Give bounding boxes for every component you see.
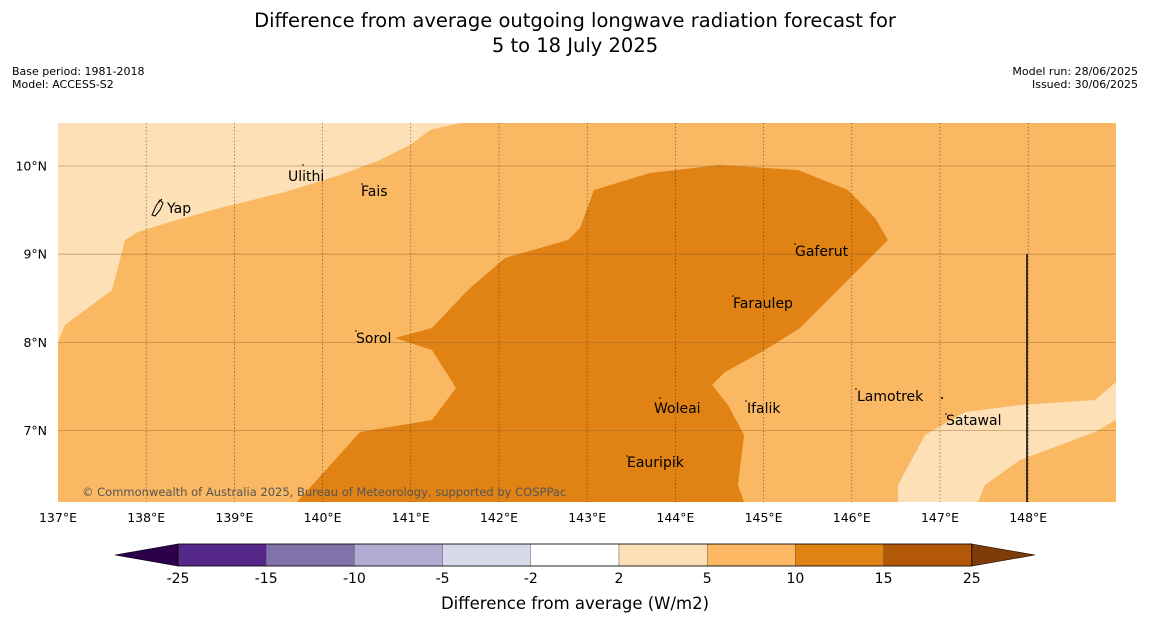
band-10-15-central <box>297 165 888 502</box>
island-dots <box>302 164 947 457</box>
latitude-label: 10°N <box>15 159 47 174</box>
colorbar-tick-label: -10 <box>343 571 366 587</box>
longitude-label: 139°E <box>215 510 253 525</box>
colorbar-extend-min <box>114 543 179 567</box>
place-lamotrek: Lamotrek <box>857 389 924 405</box>
longitude-label: 140°E <box>304 510 342 525</box>
colorbar-outline <box>177 543 973 567</box>
place-gaferut: Gaferut <box>795 244 849 260</box>
latitude-labels: 10°N 9°N 8°N 7°N <box>15 159 47 439</box>
latitude-label: 9°N <box>23 247 47 262</box>
band-2-5-southeast <box>898 382 1116 502</box>
colorbar-tick-label: 2 <box>615 571 624 587</box>
colorbar-tick-label: -5 <box>436 571 450 587</box>
copyright-notice: © Commonwealth of Australia 2025, Bureau… <box>82 485 566 499</box>
colorbar-extend-max <box>971 543 1036 567</box>
longitude-label: 145°E <box>745 510 783 525</box>
place-labels: Ulithi Fais Yap Gaferut Faraulep Sorol W… <box>166 169 1001 471</box>
longitude-label: 144°E <box>656 510 694 525</box>
longitude-label: 142°E <box>480 510 518 525</box>
longitude-label: 148°E <box>1009 510 1047 525</box>
place-eauripik: Eauripik <box>627 455 685 471</box>
longitude-label: 141°E <box>392 510 430 525</box>
colorbar-tick-label: 5 <box>703 571 712 587</box>
band-2-5-northwest <box>58 123 460 342</box>
colorbar-swatch <box>883 543 972 567</box>
chart-title: Difference from average outgoing longwav… <box>0 8 1150 58</box>
place-woleai: Woleai <box>654 401 701 417</box>
colorbar-tick-label: -25 <box>167 571 190 587</box>
colorbar-tick-label: 10 <box>786 571 804 587</box>
colorbar-swatch <box>707 543 796 567</box>
colorbar-swatch <box>354 543 443 567</box>
longitude-label: 143°E <box>568 510 606 525</box>
colorbar-tick-label: -15 <box>255 571 278 587</box>
longitude-label: 138°E <box>127 510 165 525</box>
longitude-label: 137°E <box>39 510 77 525</box>
colorbar: -25 -15 -10 -5 -2 2 5 10 15 25 <box>114 543 1036 587</box>
title-line-1: Difference from average outgoing longwav… <box>254 9 896 32</box>
model-name: Model: ACCESS-S2 <box>12 78 114 91</box>
longitude-label: 146°E <box>833 510 871 525</box>
colorbar-swatch <box>442 543 532 567</box>
longitude-labels: 137°E 138°E 139°E 140°E 141°E 142°E 143°E 144°E… <box>39 510 1047 525</box>
colorbar-swatch <box>266 543 355 567</box>
meta-left: Base period: 1981-2018 Model: ACCESS-S2 <box>12 65 144 91</box>
place-fais: Fais <box>361 184 388 200</box>
place-yap: Yap <box>166 201 191 217</box>
colorbar-tick-label: 15 <box>875 571 893 587</box>
place-faraulep: Faraulep <box>733 296 793 312</box>
colorbar-swatch <box>177 543 267 567</box>
yap-coastline <box>151 198 164 217</box>
colorbar-swatch <box>795 543 884 567</box>
meta-right: Model run: 28/06/2025 Issued: 30/06/2025 <box>1012 65 1138 91</box>
latitude-label: 8°N <box>23 335 47 350</box>
colorbar-swatch <box>618 543 708 567</box>
colorbar-swatch <box>530 543 620 567</box>
longitude-label: 147°E <box>921 510 959 525</box>
place-sorol: Sorol <box>356 331 391 347</box>
latitude-label: 7°N <box>23 423 47 438</box>
colorbar-tick-label: -2 <box>524 571 538 587</box>
model-run: Model run: 28/06/2025 <box>1012 65 1138 78</box>
title-line-2: 5 to 18 July 2025 <box>491 34 659 57</box>
place-ifalik: Ifalik <box>747 401 781 417</box>
colorbar-tick-label: 25 <box>963 571 981 587</box>
issued-date: Issued: 30/06/2025 <box>1031 78 1138 91</box>
base-period: Base period: 1981-2018 <box>12 65 145 78</box>
gridlines <box>58 123 1116 502</box>
place-ulithi: Ulithi <box>288 169 324 185</box>
colorbar-title: Difference from average (W/m2) <box>440 594 710 613</box>
place-satawal: Satawal <box>946 413 1001 429</box>
